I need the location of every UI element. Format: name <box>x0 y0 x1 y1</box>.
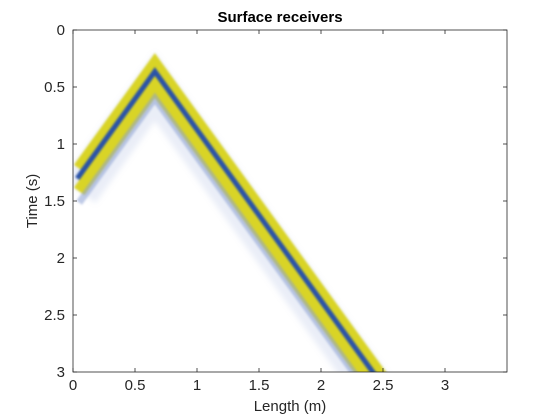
y-tick-label: 2.5 <box>44 307 65 324</box>
heatmap-layer <box>73 52 387 372</box>
y-tick-label: 2 <box>57 250 65 267</box>
y-axis: 0 0.5 1 1.5 2 2.5 3 <box>44 22 507 381</box>
y-tick-label: 0.5 <box>44 79 65 96</box>
x-tick-label: 2.5 <box>373 377 394 394</box>
y-tick-label: 0 <box>57 22 65 39</box>
wavefront-band <box>76 92 358 372</box>
x-tick-label: 1 <box>193 377 201 394</box>
y-tick-label: 1 <box>57 136 65 153</box>
x-tick-label: 2 <box>317 377 325 394</box>
wavefront-band <box>73 53 387 372</box>
x-tick-label: 1.5 <box>249 377 270 394</box>
x-axis: 0 0.5 1 1.5 2 2.5 3 <box>69 30 449 394</box>
x-tick-label: 0.5 <box>125 377 146 394</box>
x-tick-label: 3 <box>441 377 449 394</box>
y-tick-label: 3 <box>57 364 65 381</box>
x-axis-label: Length (m) <box>254 398 327 415</box>
x-tick-label: 0 <box>69 377 77 394</box>
y-tick-label: 1.5 <box>44 193 65 210</box>
wavefront-band <box>75 67 376 372</box>
chart-title: Surface receivers <box>217 9 342 26</box>
y-axis-label: Time (s) <box>24 174 41 228</box>
wavefront-band <box>73 75 370 372</box>
